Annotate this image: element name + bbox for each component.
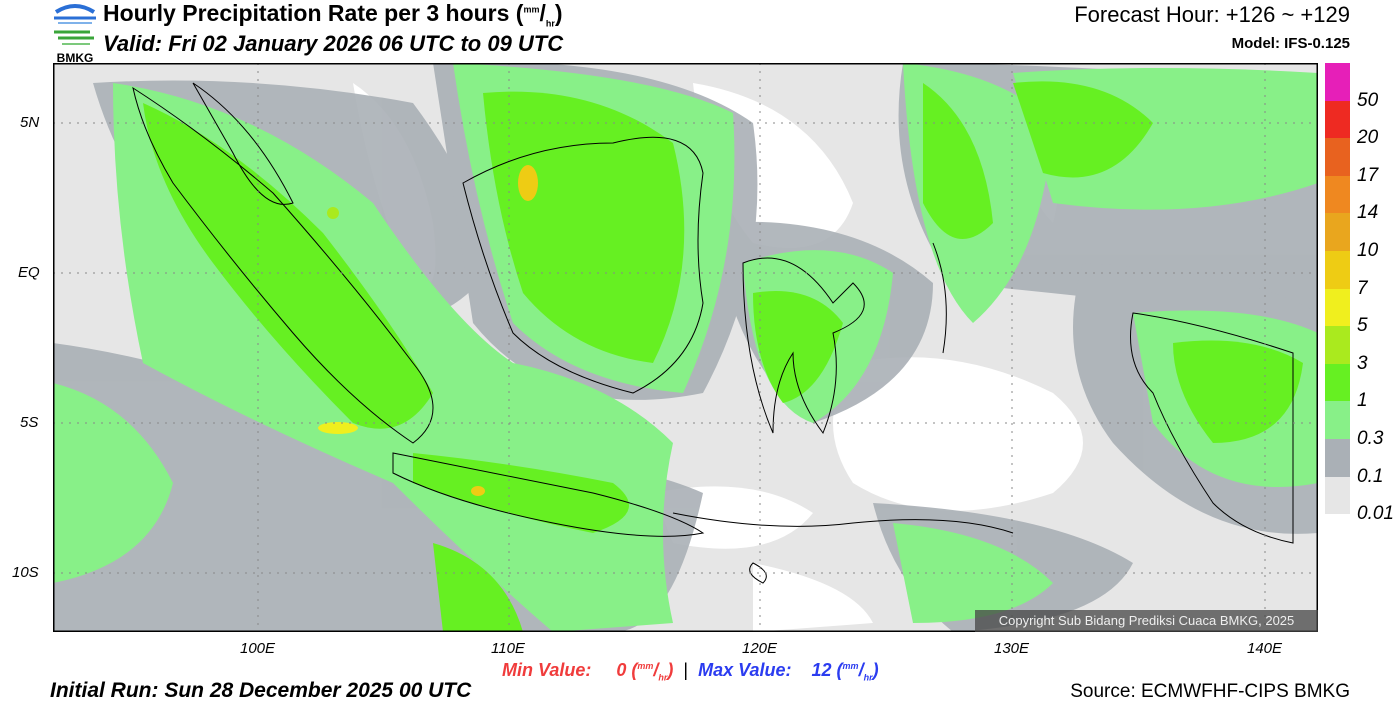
lon-tick-140e: 140E [1247, 640, 1283, 657]
lon-tick-130e: 130E [994, 640, 1030, 657]
colorbar-label: 5 [1357, 315, 1368, 337]
colorbar-label: 7 [1357, 277, 1368, 299]
forecast-hour: Forecast Hour: +126 ~ +129 [1074, 2, 1350, 27]
colorbar-label: 10 [1357, 240, 1379, 261]
colorbar-label: 17 [1357, 164, 1379, 186]
lat-tick-5n: 5N [20, 114, 40, 131]
heavy-rain-areas [143, 81, 1303, 632]
colorbar-swatch [1325, 63, 1350, 101]
data-source: Source: ECMWFHF-CIPS BMKG [1070, 681, 1350, 702]
colorbar-swatch [1325, 401, 1350, 439]
initial-run: Initial Run: Sun 28 December 2025 00 UTC [50, 679, 472, 702]
graticule [53, 63, 1318, 632]
colorbar-swatch [1325, 213, 1350, 251]
colorbar-swatch [1325, 100, 1350, 139]
lon-tick-110e: 110E [491, 640, 525, 657]
colorbar-label: 14 [1357, 202, 1379, 224]
lat-tick-5s: 5S [20, 414, 39, 431]
colorbar-swatch [1325, 175, 1350, 214]
valid-time: Valid: Fri 02 January 2026 06 UTC to 09 … [103, 31, 564, 56]
lat-tick-eq: EQ [18, 264, 40, 281]
lon-tick-100e: 100E [240, 640, 276, 657]
intense-rain-spots [318, 165, 538, 496]
max-value: Max Value: 12 (mm/hr) [698, 660, 879, 683]
colorbar-label: 50 [1357, 89, 1379, 111]
colorbar-swatch [1325, 326, 1350, 364]
lat-tick-10s: 10S [12, 564, 39, 581]
colorbar-label: 3 [1357, 352, 1368, 374]
lon-tick-120e: 120E [742, 640, 778, 657]
coastlines [132, 82, 1294, 584]
colorbar [1325, 63, 1350, 515]
colorbar-swatch [1325, 250, 1350, 289]
colorbar-label: 20 [1357, 127, 1379, 149]
colorbar-label: 0.1 [1357, 465, 1384, 487]
chart-title: Hourly Precipitation Rate per 3 hours (m… [103, 0, 563, 29]
colorbar-label: 0.01 [1357, 503, 1394, 525]
min-value: Min Value: 0 (mm/hr) [502, 660, 674, 683]
colorbar-swatch [1325, 363, 1350, 402]
colorbar-swatch [1325, 476, 1350, 515]
colorbar-label: 0.3 [1357, 428, 1384, 449]
colorbar-label: 1 [1357, 390, 1368, 412]
precipitation-map [53, 63, 1318, 632]
colorbar-swatch [1325, 138, 1350, 176]
colorbar-swatch [1325, 438, 1350, 477]
logo-text: BMKG [56, 51, 94, 65]
min-max-values: Min Value: 0 (mm/hr) | Max Value: 12 (mm… [502, 660, 879, 683]
model-name: Model: IFS-0.125 [1231, 35, 1350, 52]
bmkg-logo: BMKG [50, 2, 100, 65]
copyright-notice: Copyright Sub Bidang Prediksi Cuaca BMKG… [975, 610, 1318, 632]
colorbar-swatch [1325, 288, 1350, 327]
